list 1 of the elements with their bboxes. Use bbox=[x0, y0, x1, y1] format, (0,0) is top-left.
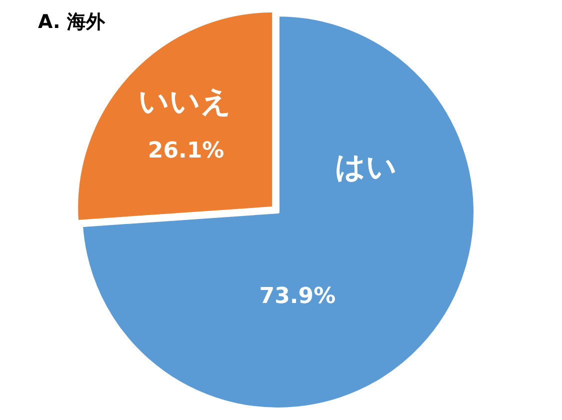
title: A. 海外 bbox=[38, 11, 105, 33]
